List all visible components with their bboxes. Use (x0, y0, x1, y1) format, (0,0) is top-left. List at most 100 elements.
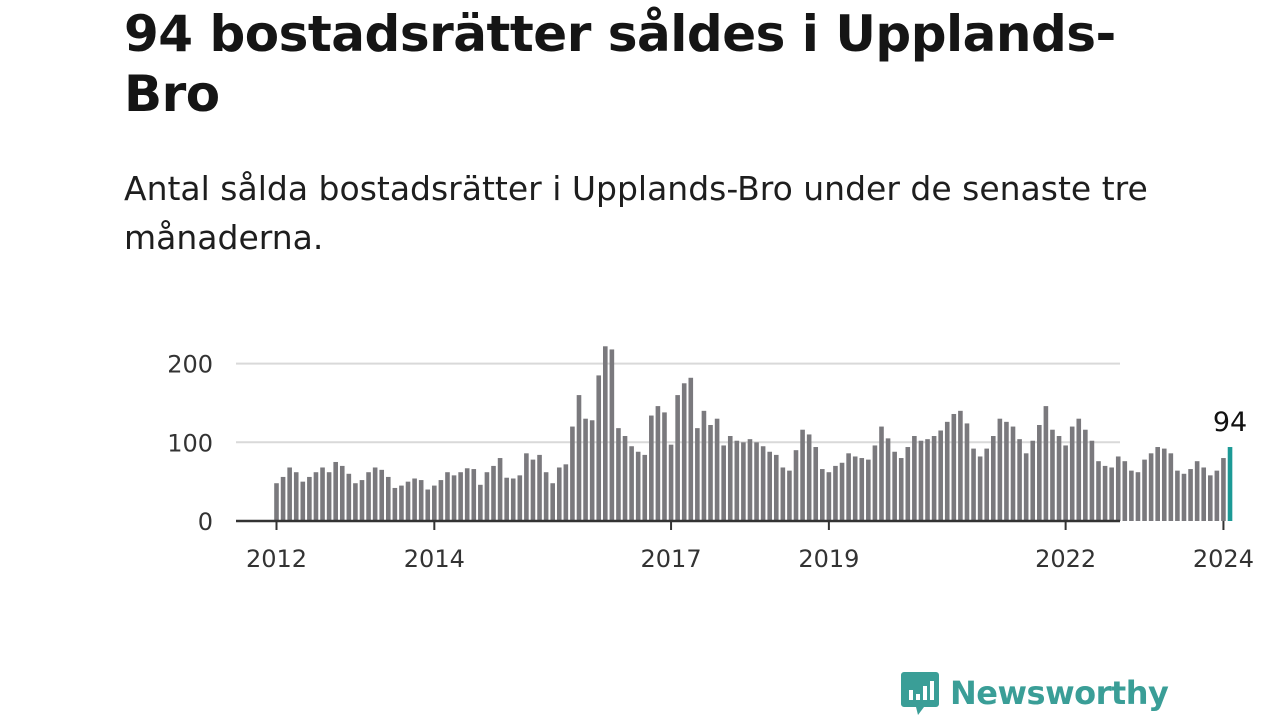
bar (385, 476, 391, 521)
bar (1089, 440, 1095, 521)
bar (622, 436, 628, 521)
bar (530, 459, 536, 521)
bar (556, 467, 562, 521)
bar (576, 395, 582, 521)
data-labels: 94 (1213, 407, 1247, 438)
bar (879, 426, 884, 521)
bar (944, 421, 950, 521)
bar (859, 458, 865, 521)
bar (681, 383, 687, 521)
bar (892, 451, 897, 521)
chart-subtitle: Antal sålda bostadsrätter i Upplands-Bro… (124, 169, 1148, 257)
bar (997, 418, 1003, 521)
bar (458, 472, 463, 521)
bar (1076, 418, 1082, 521)
bar (629, 446, 634, 521)
bar (780, 467, 786, 521)
y-axis-labels: 0 100 200 (167, 351, 213, 536)
bar (971, 448, 976, 521)
bar (510, 478, 516, 521)
bar (885, 438, 891, 521)
bar (826, 472, 832, 521)
bar (675, 395, 680, 521)
bar (320, 467, 325, 521)
bar (478, 484, 483, 521)
x-axis-ticks: 2012 2014 2017 2019 2022 2024 (246, 521, 1254, 573)
bar (1017, 439, 1022, 521)
bar (280, 476, 286, 521)
y-tick-label: 100 (167, 429, 213, 457)
bar (1129, 470, 1134, 521)
bar (964, 423, 970, 521)
bar (1069, 426, 1075, 521)
bar (1096, 461, 1101, 521)
bar (379, 469, 385, 521)
bar (839, 462, 845, 521)
bar (412, 478, 417, 521)
bar (372, 467, 378, 521)
newsworthy-logo-icon (901, 672, 939, 715)
bar (714, 418, 720, 521)
bar (688, 377, 694, 521)
bar (471, 469, 477, 521)
bar (695, 428, 700, 521)
bar (339, 465, 345, 521)
bar (313, 472, 319, 521)
bar (484, 472, 490, 521)
bar (418, 480, 424, 521)
bar (655, 406, 661, 521)
bar (300, 481, 306, 521)
bar (708, 424, 713, 521)
bar (432, 485, 437, 521)
bar (524, 453, 529, 521)
bar (820, 469, 825, 521)
bar (1010, 426, 1016, 521)
bar (866, 459, 871, 521)
bar (596, 375, 602, 521)
bar (1102, 465, 1108, 521)
bar (1181, 473, 1187, 521)
bar (905, 447, 911, 521)
bar (767, 451, 772, 521)
bar (1037, 424, 1042, 521)
bar (1122, 461, 1128, 521)
bar (353, 483, 358, 521)
x-tick-label: 2017 (641, 545, 702, 573)
bar (1023, 453, 1029, 521)
bar (583, 418, 588, 521)
bar (1063, 445, 1068, 521)
bar (649, 415, 654, 521)
bar (734, 440, 740, 521)
bar (346, 473, 352, 521)
bar (570, 426, 575, 521)
bar (616, 428, 621, 521)
bar (727, 436, 733, 521)
bars (274, 346, 1233, 521)
bar (1194, 461, 1200, 521)
bar (1004, 421, 1009, 521)
bar (1050, 429, 1055, 521)
bar (445, 472, 450, 521)
bar-highlight (1227, 447, 1233, 521)
newsworthy-brand-name: Newsworthy (950, 674, 1169, 712)
newsworthy-logo: Newsworthy (900, 668, 1169, 718)
bar (274, 483, 279, 521)
bar (754, 442, 759, 521)
bar (747, 439, 753, 521)
bar (938, 430, 943, 521)
bar (912, 436, 917, 521)
bar (517, 475, 523, 521)
bar (497, 458, 503, 521)
bar (668, 444, 674, 521)
x-tick-label: 2019 (798, 545, 859, 573)
bar (392, 487, 398, 521)
x-tick-label: 2014 (404, 545, 465, 573)
bar (1201, 467, 1207, 521)
y-tick-label: 0 (198, 508, 213, 536)
bar (366, 472, 371, 521)
bar (872, 445, 878, 521)
x-tick-label: 2022 (1035, 545, 1096, 573)
bar (603, 346, 608, 521)
bar (635, 451, 641, 521)
bar (589, 420, 595, 521)
